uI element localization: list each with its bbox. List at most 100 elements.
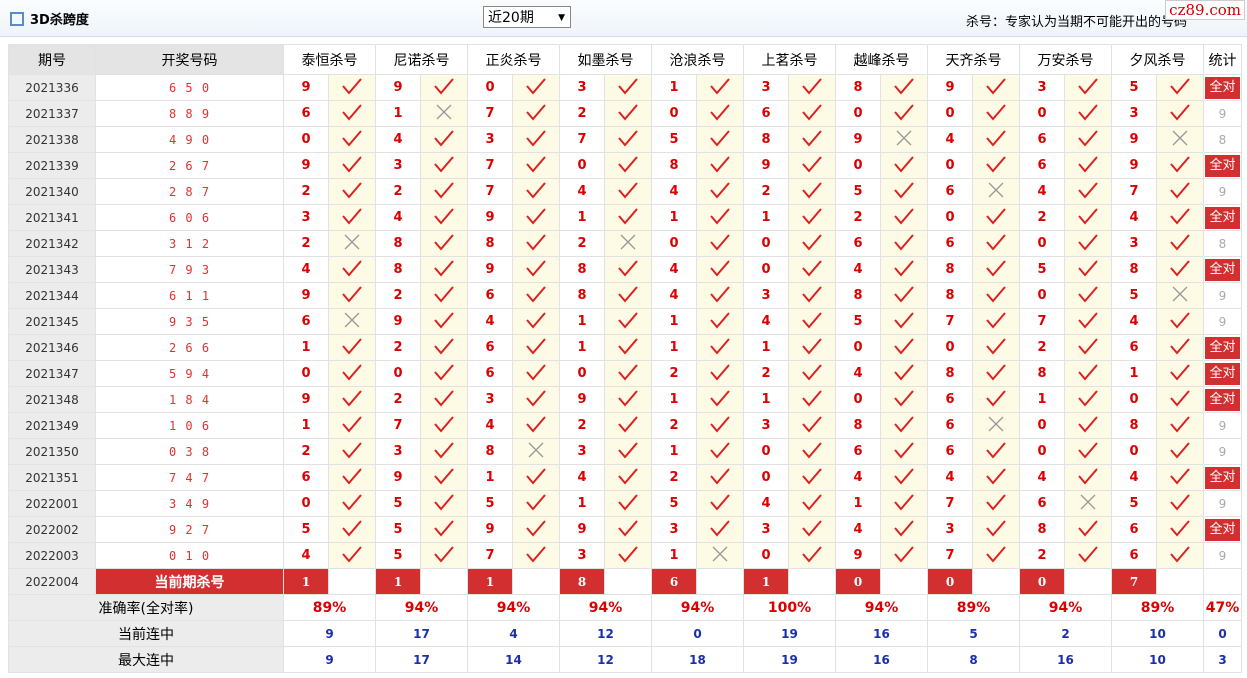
period: 2021343 xyxy=(8,256,96,283)
hit-cell xyxy=(420,542,468,569)
check-icon xyxy=(618,546,638,563)
kill-number: 2 xyxy=(651,464,697,491)
hit-cell xyxy=(972,542,1020,569)
kill-number: 0 xyxy=(1019,282,1065,309)
hit-cell xyxy=(788,360,836,387)
column-header: 泰恒杀号 xyxy=(283,44,376,75)
check-icon xyxy=(710,520,730,537)
cross-icon xyxy=(1172,130,1188,146)
stat: 9 xyxy=(1218,184,1227,199)
empty-cell xyxy=(788,568,836,595)
column-header: 夕风杀号 xyxy=(1111,44,1204,75)
hit-cell xyxy=(972,282,1020,309)
hit-cell xyxy=(1064,74,1112,101)
stat-cell: 9 xyxy=(1203,100,1242,127)
hit-cell xyxy=(880,74,928,101)
check-icon xyxy=(1078,390,1098,407)
stat: 9 xyxy=(1218,288,1227,303)
hit-cell xyxy=(880,204,928,231)
check-icon xyxy=(894,390,914,407)
check-icon xyxy=(1078,442,1098,459)
draw-number: 7 9 3 xyxy=(95,256,284,283)
hit-cell xyxy=(880,230,928,257)
stat-cell: 8 xyxy=(1203,126,1242,153)
kill-number: 1 xyxy=(559,490,605,517)
current-row: 2022004 当前期杀号 1 1 1 8 6 1 0 0 0 7 xyxy=(8,568,1242,595)
kill-number: 7 xyxy=(559,126,605,153)
hit-cell xyxy=(420,204,468,231)
period: 2021351 xyxy=(8,464,96,491)
hit-cell xyxy=(1156,204,1204,231)
kill-number: 0 xyxy=(1111,438,1157,465)
summary-row: 当前连中 9 17 4 12 0 19 16 5 2 10 0 xyxy=(8,620,1242,647)
kill-number: 2 xyxy=(283,230,329,257)
check-icon xyxy=(526,286,546,303)
hit-cell xyxy=(604,230,652,257)
empty-cell xyxy=(1156,568,1204,595)
hit-cell xyxy=(420,100,468,127)
kill-number: 8 xyxy=(1019,360,1065,387)
hit-cell xyxy=(880,100,928,127)
hit-cell xyxy=(788,256,836,283)
hit-cell xyxy=(1156,282,1204,309)
kill-number: 0 xyxy=(651,100,697,127)
kill-number: 1 xyxy=(743,334,789,361)
summary-value: 17 xyxy=(375,620,468,647)
check-icon xyxy=(802,78,822,95)
hit-cell xyxy=(512,412,560,439)
hit-cell xyxy=(420,464,468,491)
check-icon xyxy=(802,312,822,329)
check-icon xyxy=(342,208,362,225)
hit-cell xyxy=(972,412,1020,439)
check-icon xyxy=(894,416,914,433)
period-select[interactable]: 近20期 xyxy=(483,6,571,29)
kill-number: 9 xyxy=(375,464,421,491)
check-icon xyxy=(710,338,730,355)
summary-value: 89% xyxy=(927,594,1020,621)
column-header: 如墨杀号 xyxy=(559,44,652,75)
check-icon xyxy=(802,338,822,355)
data-row: 2021346 2 6 6 1 2 6 1 1 1 0 0 2 6 全对 xyxy=(8,334,1242,361)
kill-number: 7 xyxy=(467,100,513,127)
check-icon xyxy=(802,546,822,563)
hit-cell xyxy=(1064,412,1112,439)
check-icon xyxy=(618,338,638,355)
hit-cell xyxy=(972,490,1020,517)
kill-table: 期号 开奖号码 泰恒杀号 尼诺杀号 正炎杀号 如墨杀号 沧浪杀号 上茗杀号 越峰杀号 天齐杀号 万安… xyxy=(8,44,1242,673)
draw-number: 0 1 0 xyxy=(95,542,284,569)
column-header: 正炎杀号 xyxy=(467,44,560,75)
kill-number: 4 xyxy=(1019,464,1065,491)
hit-cell xyxy=(420,334,468,361)
summary-value: 94% xyxy=(467,594,560,621)
current-kill: 0 xyxy=(835,568,881,595)
check-icon xyxy=(802,494,822,511)
kill-number: 6 xyxy=(927,178,973,205)
check-icon xyxy=(710,78,730,95)
kill-number: 0 xyxy=(559,152,605,179)
hit-cell xyxy=(696,490,744,517)
check-icon xyxy=(1078,416,1098,433)
hit-cell xyxy=(512,516,560,543)
summary-value: 3 xyxy=(1203,646,1242,673)
check-icon xyxy=(618,156,638,173)
data-row: 2022002 9 2 7 5 5 9 9 3 3 4 3 8 6 全对 xyxy=(8,516,1242,543)
summary-row: 最大连中 9 17 14 12 18 19 16 8 16 10 3 xyxy=(8,646,1242,673)
hit-cell xyxy=(696,438,744,465)
hit-cell xyxy=(512,490,560,517)
hit-cell xyxy=(880,360,928,387)
check-icon xyxy=(1170,234,1190,251)
kill-number: 0 xyxy=(835,152,881,179)
check-icon xyxy=(1078,78,1098,95)
kill-number: 3 xyxy=(743,516,789,543)
kill-number: 1 xyxy=(651,74,697,101)
check-icon xyxy=(434,182,454,199)
kill-number: 1 xyxy=(1111,360,1157,387)
kill-number: 8 xyxy=(1111,412,1157,439)
kill-number: 0 xyxy=(835,100,881,127)
hit-cell xyxy=(788,204,836,231)
kill-number: 7 xyxy=(1111,178,1157,205)
kill-number: 5 xyxy=(835,308,881,335)
hit-cell xyxy=(1064,126,1112,153)
check-icon xyxy=(1078,234,1098,251)
